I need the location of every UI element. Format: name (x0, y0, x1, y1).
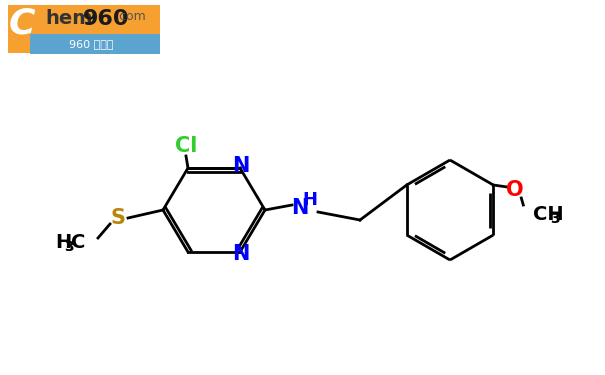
Text: C: C (71, 234, 85, 252)
Text: CH: CH (533, 206, 564, 225)
Text: O: O (506, 180, 524, 200)
Text: C: C (8, 7, 35, 41)
FancyBboxPatch shape (30, 34, 160, 54)
Text: 960 化工网: 960 化工网 (69, 39, 113, 49)
Text: hem: hem (45, 9, 93, 28)
Text: 3: 3 (551, 212, 560, 226)
Text: H: H (302, 191, 318, 209)
FancyBboxPatch shape (8, 5, 160, 53)
Text: N: N (232, 156, 250, 176)
Text: 3: 3 (64, 240, 74, 254)
Text: N: N (232, 244, 250, 264)
Text: S: S (111, 208, 125, 228)
Text: Cl: Cl (175, 136, 197, 156)
Text: H: H (55, 234, 71, 252)
Text: 960: 960 (83, 9, 129, 29)
Text: .com: .com (116, 10, 147, 24)
Text: N: N (292, 198, 309, 218)
